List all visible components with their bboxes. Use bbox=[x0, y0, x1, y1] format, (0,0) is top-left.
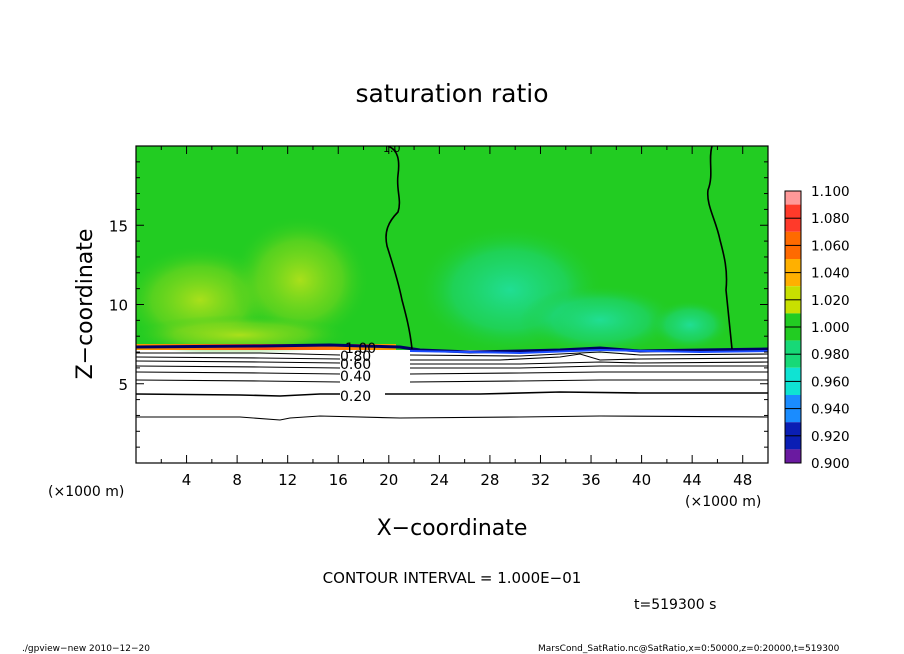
colorbar-band bbox=[785, 327, 801, 341]
y-axis: 5 10 15 bbox=[109, 161, 768, 448]
colorbar: 1.100 1.080 1.060 1.040 1.020 1.000 0.980 0.960… bbox=[784, 184, 850, 472]
contour-label-2: 0.80 bbox=[340, 349, 371, 365]
contour-label-5: 0.20 bbox=[340, 389, 371, 405]
colorbar-label: 1.100 bbox=[811, 184, 850, 200]
contour-labels: 1.00 0.80 0.60 0.40 0.20 bbox=[340, 341, 376, 405]
colorbar-band bbox=[785, 354, 801, 368]
colorbar-band bbox=[785, 204, 801, 219]
y-axis-label: Z−coordinate bbox=[73, 229, 98, 380]
contour-label-3: 0.60 bbox=[340, 357, 371, 373]
colorbar-band bbox=[785, 299, 801, 314]
colorbar-label: 0.980 bbox=[811, 347, 850, 363]
plot-area: 1.0 bbox=[136, 142, 768, 463]
x-tick-label: 40 bbox=[632, 471, 651, 489]
x-axis-label: X−coordinate bbox=[377, 516, 528, 541]
time-label: t=519300 s bbox=[634, 597, 716, 613]
chart-title: saturation ratio bbox=[355, 79, 548, 108]
contour-interval: CONTOUR INTERVAL = 1.000E−01 bbox=[323, 569, 582, 587]
colorbar-band bbox=[785, 218, 801, 232]
colorbar-band bbox=[785, 449, 801, 463]
colorbar-label: 1.080 bbox=[811, 211, 850, 227]
colorbar-band bbox=[785, 313, 801, 327]
colorbar-band bbox=[785, 245, 801, 259]
footer-right: MarsCond_SatRatio.nc@SatRatio,x=0:50000,… bbox=[538, 644, 840, 654]
colorbar-band bbox=[785, 422, 801, 436]
colorbar-label: 0.900 bbox=[811, 456, 850, 472]
x-tick-label: 20 bbox=[379, 471, 398, 489]
lower-contours bbox=[136, 351, 768, 421]
x-unit-left: (×1000 m) bbox=[48, 484, 124, 500]
x-tick-label: 24 bbox=[430, 471, 449, 489]
contour-label-4: 0.40 bbox=[340, 369, 371, 385]
colorbar-label: 1.000 bbox=[811, 320, 850, 336]
colorbar-band bbox=[785, 272, 801, 287]
x-tick-label: 4 bbox=[182, 471, 192, 489]
contour-1.00-a bbox=[385, 146, 413, 350]
x-tick-label: 36 bbox=[581, 471, 600, 489]
y-tick-label: 5 bbox=[118, 376, 128, 394]
x-tick-label: 16 bbox=[329, 471, 348, 489]
y-tick-label: 10 bbox=[109, 297, 128, 315]
colorbar-band bbox=[785, 408, 801, 423]
colorbar-band bbox=[785, 435, 801, 450]
colorbar-band bbox=[785, 367, 801, 382]
colorbar-band bbox=[785, 286, 801, 300]
colorbar-band bbox=[785, 231, 801, 246]
x-tick-label: 28 bbox=[480, 471, 499, 489]
footer-left: ./gpview−new 2010−12−20 bbox=[22, 644, 150, 654]
x-axis: 4 8 12 16 20 24 28 32 36 40 44 48 bbox=[160, 146, 752, 489]
x-tick-label: 48 bbox=[733, 471, 752, 489]
colorbar-label: 0.920 bbox=[811, 429, 850, 445]
colorbar-band bbox=[785, 395, 801, 409]
colorbar-label: 0.940 bbox=[811, 402, 850, 418]
colorbar-label: 1.040 bbox=[811, 266, 850, 282]
x-tick-label: 12 bbox=[278, 471, 297, 489]
colorbar-band bbox=[785, 259, 801, 273]
colorbar-band bbox=[785, 340, 801, 355]
colorbar-label: 1.060 bbox=[811, 238, 850, 254]
x-tick-label: 32 bbox=[531, 471, 550, 489]
contour-label-1: 1.00 bbox=[345, 341, 376, 357]
colorbar-band bbox=[785, 191, 801, 205]
colorbar-label: 0.960 bbox=[811, 374, 850, 390]
y-tick-label: 15 bbox=[109, 217, 128, 235]
colorbar-band bbox=[785, 381, 801, 395]
svg-text:1.0: 1.0 bbox=[383, 142, 401, 155]
colorbar-label: 1.020 bbox=[811, 293, 850, 309]
x-unit-right: (×1000 m) bbox=[685, 494, 761, 510]
contour-1.00-b bbox=[706, 146, 733, 350]
x-tick-label: 44 bbox=[683, 471, 702, 489]
x-tick-label: 8 bbox=[232, 471, 242, 489]
